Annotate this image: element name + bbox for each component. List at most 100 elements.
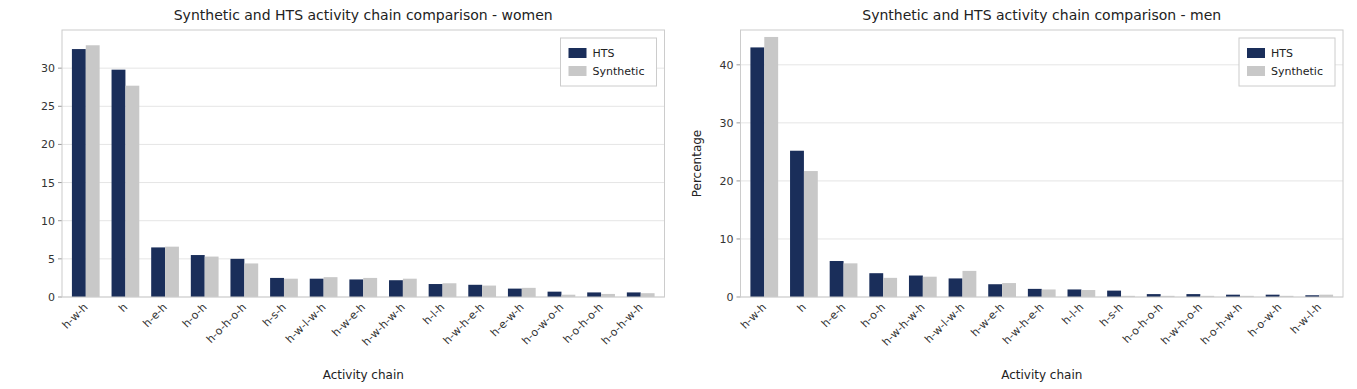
bar bbox=[324, 277, 338, 297]
x-tick-label: h bbox=[116, 301, 130, 315]
y-tick bbox=[58, 297, 62, 298]
bar bbox=[310, 279, 324, 297]
x-tick-label: h-w-h-e-h bbox=[441, 301, 487, 347]
y-tick bbox=[737, 297, 741, 298]
x-tick-label: h-w-h bbox=[60, 301, 91, 332]
grid-line bbox=[62, 182, 665, 183]
x-tick-label: h-w-h-o-h bbox=[1159, 301, 1206, 348]
bar bbox=[844, 263, 858, 297]
y-tick bbox=[58, 258, 62, 259]
bar bbox=[270, 278, 284, 297]
bar bbox=[804, 171, 818, 297]
bar bbox=[244, 263, 258, 297]
bar bbox=[403, 279, 417, 297]
bar bbox=[909, 276, 923, 297]
panel: 051015202530h-w-hhh-e-hh-o-hh-o-h-o-hh-s… bbox=[41, 7, 665, 382]
x-tick-label: h-l-h bbox=[1059, 301, 1086, 328]
bar bbox=[627, 292, 641, 297]
bar bbox=[389, 280, 403, 297]
bar bbox=[641, 293, 655, 297]
bar bbox=[790, 151, 804, 297]
bar bbox=[587, 292, 601, 297]
x-tick-label: h-e-h bbox=[819, 301, 848, 330]
x-tick-label: h-w-h-w-h bbox=[360, 301, 408, 349]
plot-frame bbox=[741, 30, 1344, 297]
figure: 051015202530h-w-hhh-e-hh-o-hh-o-h-o-hh-s… bbox=[0, 0, 1357, 389]
legend-label: HTS bbox=[593, 47, 615, 60]
x-tick-label: h-w-l-h bbox=[1288, 301, 1324, 337]
legend-label: Synthetic bbox=[593, 65, 645, 78]
bar bbox=[988, 284, 1002, 297]
bar bbox=[151, 247, 165, 297]
y-tick bbox=[58, 220, 62, 221]
bar bbox=[508, 289, 522, 297]
y-tick-label: 30 bbox=[41, 62, 55, 75]
legend: HTS Synthetic bbox=[1239, 38, 1335, 86]
grid-line bbox=[741, 122, 1344, 123]
legend: HTS Synthetic bbox=[561, 38, 657, 86]
x-tick-label: h-w-l-w-h bbox=[283, 301, 328, 346]
y-tick-label: 0 bbox=[727, 291, 734, 304]
y-axis-label: Percentage bbox=[690, 130, 704, 198]
grid-line bbox=[62, 144, 665, 145]
y-tick bbox=[58, 68, 62, 69]
bar bbox=[165, 247, 179, 297]
y-tick-label: 10 bbox=[41, 215, 55, 228]
legend-label: Synthetic bbox=[1271, 65, 1323, 78]
bar bbox=[230, 259, 244, 297]
x-tick-label: h bbox=[795, 301, 809, 315]
x-tick-label: h-w-h bbox=[738, 301, 769, 332]
x-tick-label: h-o-h bbox=[858, 301, 888, 331]
bar bbox=[949, 278, 963, 297]
legend-swatch bbox=[1247, 48, 1265, 58]
title: Synthetic and HTS activity chain compari… bbox=[862, 7, 1221, 23]
bar bbox=[1081, 290, 1095, 297]
bar bbox=[72, 49, 86, 297]
x-axis-label: Activity chain bbox=[1001, 368, 1082, 382]
legend-swatch bbox=[569, 48, 587, 58]
bar bbox=[191, 255, 205, 297]
x-axis-label: Activity chain bbox=[323, 368, 404, 382]
x-tick-label: h-o-h bbox=[180, 301, 210, 331]
bar bbox=[830, 261, 844, 297]
x-tick-label: h-w-h-w-h bbox=[880, 301, 928, 349]
x-tick-label: h-o-h-w-h bbox=[1198, 301, 1245, 348]
legend-swatch bbox=[1247, 66, 1265, 76]
legend-box bbox=[561, 38, 657, 86]
y-tick-label: 5 bbox=[48, 253, 55, 266]
y-tick bbox=[58, 182, 62, 183]
bar bbox=[205, 257, 219, 297]
legend-box bbox=[1239, 38, 1335, 86]
bar bbox=[883, 278, 897, 297]
bar bbox=[443, 283, 457, 297]
bar bbox=[363, 278, 377, 297]
bar bbox=[750, 47, 764, 297]
bar bbox=[1028, 289, 1042, 297]
panel: 010203040h-w-hhh-e-hh-o-hh-w-h-w-hh-w-l-… bbox=[690, 7, 1344, 382]
y-tick bbox=[737, 122, 741, 123]
y-tick-label: 15 bbox=[41, 177, 55, 190]
x-tick-label: h-o-h-w-h bbox=[599, 301, 646, 348]
bar bbox=[125, 86, 139, 297]
x-tick-label: h-w-e-h bbox=[329, 301, 368, 340]
y-tick-label: 30 bbox=[720, 117, 734, 130]
legend-label: HTS bbox=[1271, 47, 1293, 60]
bar bbox=[349, 279, 363, 297]
bar bbox=[923, 277, 937, 297]
y-tick-label: 20 bbox=[720, 175, 734, 188]
bar bbox=[962, 271, 976, 297]
bar bbox=[429, 284, 443, 297]
legend-swatch bbox=[569, 66, 587, 76]
y-tick bbox=[58, 144, 62, 145]
x-tick-label: h-w-l-w-h bbox=[922, 301, 967, 346]
x-tick-label: h-w-e-h bbox=[968, 301, 1007, 340]
bar bbox=[284, 279, 298, 297]
bar bbox=[86, 45, 100, 297]
y-tick-label: 40 bbox=[720, 59, 734, 72]
x-tick-label: h-l-h bbox=[421, 301, 448, 328]
bar bbox=[482, 286, 496, 297]
bar bbox=[112, 70, 126, 297]
x-tick-label: h-s-h bbox=[1097, 301, 1126, 330]
grid-line bbox=[62, 106, 665, 107]
title: Synthetic and HTS activity chain compari… bbox=[174, 7, 553, 23]
